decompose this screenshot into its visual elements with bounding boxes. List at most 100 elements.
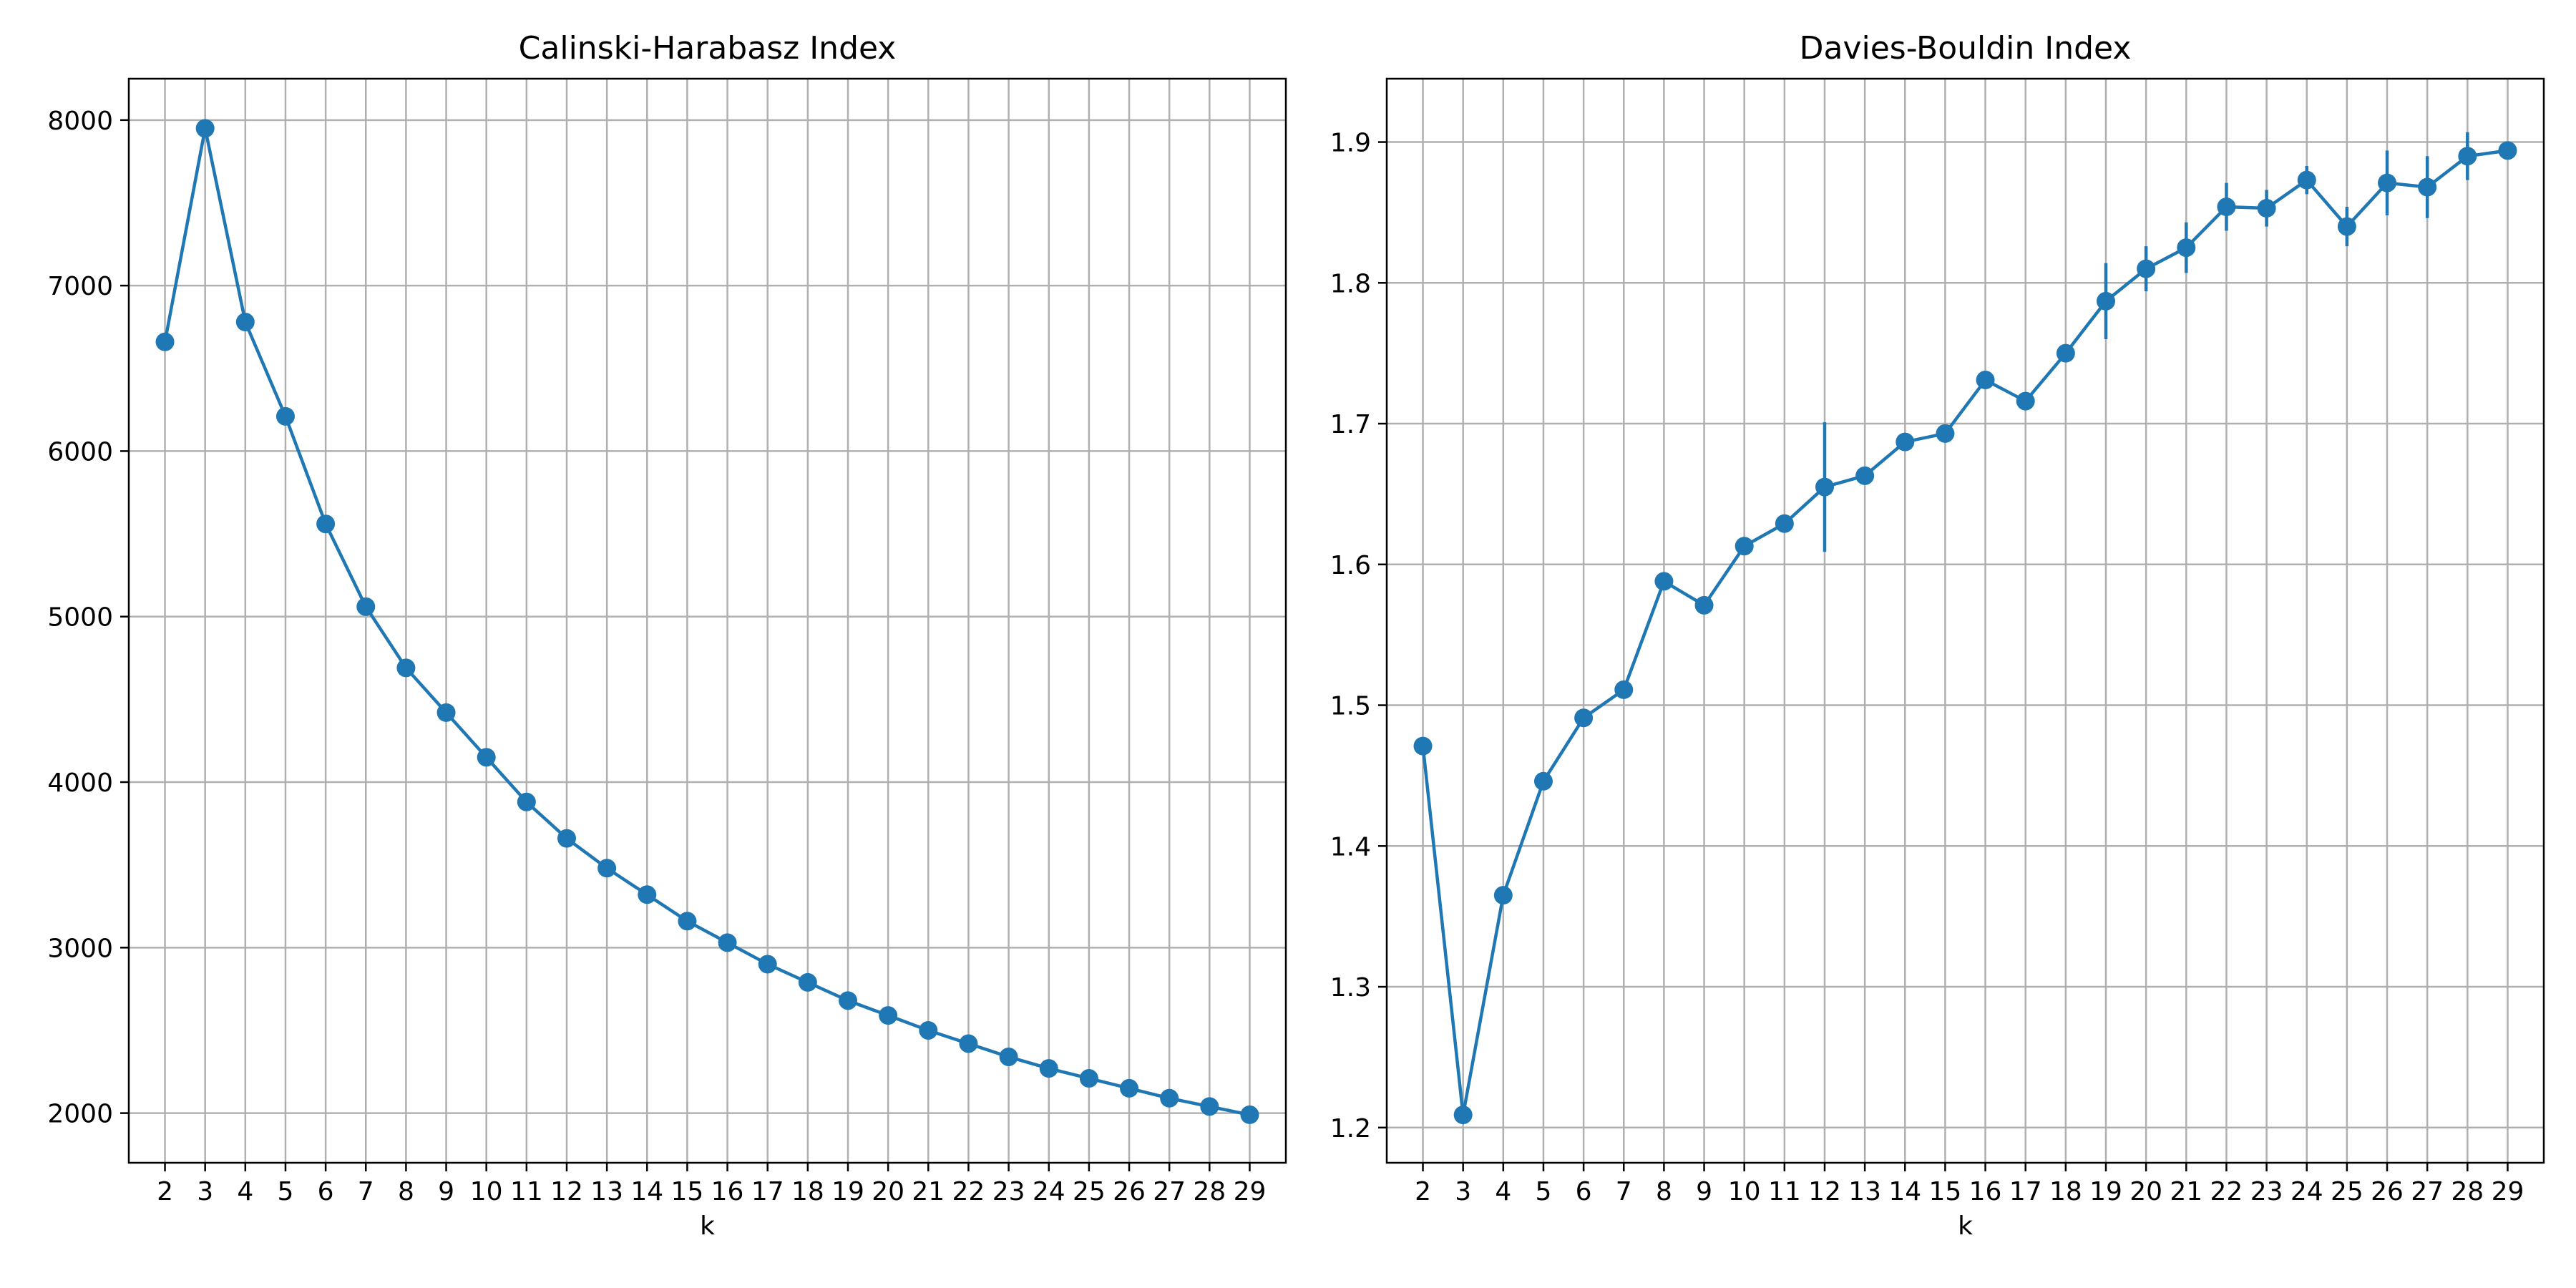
- chart-title: Davies-Bouldin Index: [1800, 30, 2132, 67]
- x-tick-label: 20: [872, 1177, 904, 1206]
- x-tick-label: 14: [630, 1177, 663, 1206]
- y-tick-label: 6000: [47, 437, 113, 467]
- x-tick-label: 9: [438, 1177, 454, 1206]
- y-tick-label: 1.2: [1330, 1114, 1371, 1143]
- y-tick-label: 4000: [47, 769, 113, 798]
- x-tick-label: 2: [1415, 1177, 1431, 1206]
- x-tick-label: 18: [791, 1177, 824, 1206]
- x-tick-label: 15: [1929, 1177, 1962, 1206]
- y-tick-label: 7000: [47, 272, 113, 301]
- data-point-k9: [1694, 595, 1714, 615]
- data-point-k28: [2458, 147, 2477, 166]
- y-tick-label: 1.9: [1330, 129, 1371, 158]
- y-tick-label: 1.4: [1330, 832, 1371, 862]
- data-point-k20: [879, 1006, 898, 1025]
- x-tick-label: 9: [1696, 1177, 1712, 1206]
- y-tick-label: 1.7: [1330, 410, 1371, 439]
- x-tick-label: 6: [318, 1177, 334, 1206]
- x-tick-label: 19: [831, 1177, 864, 1206]
- x-tick-label: 17: [2009, 1177, 2042, 1206]
- x-tick-label: 28: [2451, 1177, 2484, 1206]
- data-point-k6: [1574, 708, 1594, 728]
- data-point-k10: [477, 748, 496, 767]
- data-point-k11: [517, 792, 536, 811]
- data-point-k12: [557, 829, 576, 848]
- x-tick-label: 12: [1808, 1177, 1841, 1206]
- x-tick-label: 8: [1656, 1177, 1672, 1206]
- axes-frame: [127, 77, 1287, 1164]
- x-tick-label: 20: [2129, 1177, 2162, 1206]
- y-tick-label: 5000: [47, 603, 113, 633]
- data-point-k14: [638, 885, 657, 904]
- data-point-k16: [718, 933, 737, 952]
- y-tick-label: 8000: [47, 107, 113, 136]
- data-point-k28: [1200, 1097, 1219, 1116]
- y-tick-label: 1.6: [1330, 551, 1371, 580]
- data-point-k23: [999, 1047, 1018, 1066]
- data-point-k7: [356, 597, 376, 616]
- chart-panel-2: 2 3 4 5 6 7 8 9 10 11 12 13 14 15 16 17 18 19 20 21 22 23 24 25…: [1330, 30, 2545, 1241]
- x-tick-label: 4: [1495, 1177, 1511, 1206]
- series-line: [163, 127, 1250, 1117]
- x-tick-label: 3: [197, 1177, 213, 1206]
- x-tick-label: 25: [1073, 1177, 1106, 1206]
- x-tick-label: 23: [992, 1177, 1025, 1206]
- data-point-k7: [1614, 680, 1634, 699]
- x-tick-label: 18: [2049, 1177, 2082, 1206]
- data-point-k25: [2337, 217, 2356, 236]
- data-point-k18: [2056, 343, 2075, 363]
- x-tick-label: 8: [398, 1177, 414, 1206]
- data-point-k23: [2257, 199, 2276, 218]
- x-tick-label: 13: [1848, 1177, 1881, 1206]
- data-point-k24: [2297, 170, 2316, 190]
- data-point-k6: [316, 514, 336, 534]
- x-tick-label: 4: [237, 1177, 253, 1206]
- chart-panels: 2 3 4 5 6 7 8 9 10 11 12 13 14 15 16 17 18 19 20 21 22 23 24 25…: [47, 30, 2545, 1241]
- x-tick-label: 13: [590, 1177, 623, 1206]
- data-point-k13: [597, 859, 617, 878]
- data-point-k21: [2177, 238, 2196, 258]
- data-point-k16: [1976, 371, 1995, 390]
- x-tick-label: 10: [1728, 1177, 1761, 1206]
- x-tick-label: 26: [1113, 1177, 1146, 1206]
- x-tick-label: 10: [470, 1177, 503, 1206]
- data-point-k8: [1654, 572, 1674, 591]
- x-tick-label: 19: [2089, 1177, 2122, 1206]
- data-point-k13: [1855, 466, 1875, 485]
- y-tick-label: 3000: [47, 934, 113, 963]
- x-axis-label: k: [700, 1211, 715, 1241]
- data-point-k27: [1160, 1088, 1179, 1108]
- x-tick-label: 28: [1193, 1177, 1226, 1206]
- x-tick-label: 29: [1234, 1177, 1267, 1206]
- data-point-k3: [1453, 1106, 1473, 1125]
- x-tick-label: 27: [1153, 1177, 1186, 1206]
- data-point-k10: [1735, 537, 1754, 556]
- x-tick-label: 22: [2210, 1177, 2243, 1206]
- data-point-k9: [436, 703, 456, 722]
- x-tick-label: 11: [1768, 1177, 1801, 1206]
- data-point-k18: [798, 972, 817, 992]
- data-point-k5: [275, 406, 295, 426]
- chart-panel-1: 2 3 4 5 6 7 8 9 10 11 12 13 14 15 16 17 18 19 20 21 22 23 24 25…: [47, 30, 1287, 1241]
- data-point-k4: [235, 313, 255, 332]
- data-point-k5: [1533, 771, 1553, 791]
- data-point-k2: [155, 332, 175, 351]
- data-point-k14: [1896, 432, 1915, 452]
- data-point-k19: [2097, 291, 2116, 311]
- chart-title: Calinski-Harabasz Index: [519, 30, 897, 67]
- data-point-k3: [195, 119, 215, 138]
- x-tick-label: 12: [550, 1177, 583, 1206]
- x-tick-label: 24: [1033, 1177, 1065, 1206]
- x-tick-label: 17: [751, 1177, 784, 1206]
- x-tick-label: 21: [912, 1177, 945, 1206]
- x-tick-label: 3: [1455, 1177, 1471, 1206]
- x-tick-label: 6: [1576, 1177, 1592, 1206]
- y-tick-label: 1.3: [1330, 973, 1371, 1002]
- x-tick-label: 11: [510, 1177, 543, 1206]
- data-point-k22: [959, 1034, 978, 1053]
- x-tick-label: 16: [1969, 1177, 2002, 1206]
- x-tick-label: 23: [2250, 1177, 2283, 1206]
- data-point-k24: [1039, 1059, 1058, 1078]
- x-tick-label: 16: [711, 1177, 744, 1206]
